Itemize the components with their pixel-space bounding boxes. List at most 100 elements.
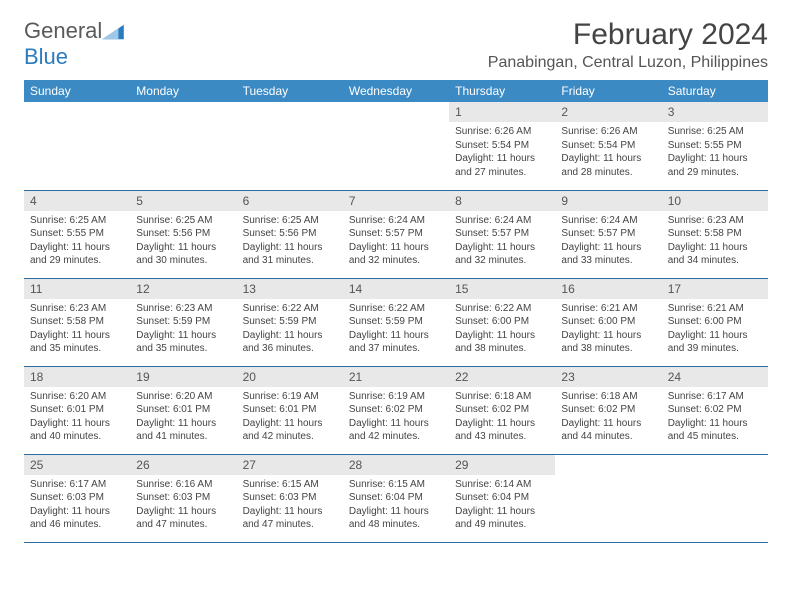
daylight-text: Daylight: 11 hours and 38 minutes. <box>455 329 549 356</box>
calendar-empty-cell <box>237 102 343 190</box>
sunset-text: Sunset: 6:01 PM <box>243 403 337 417</box>
daylight-text: Daylight: 11 hours and 44 minutes. <box>561 417 655 444</box>
day-detail: Sunrise: 6:21 AMSunset: 6:00 PMDaylight:… <box>662 299 768 362</box>
day-number: 11 <box>24 279 130 299</box>
calendar-week-row: 4Sunrise: 6:25 AMSunset: 5:55 PMDaylight… <box>24 190 768 278</box>
day-number: 17 <box>662 279 768 299</box>
sunset-text: Sunset: 5:57 PM <box>561 227 655 241</box>
sunset-text: Sunset: 6:03 PM <box>136 491 230 505</box>
daylight-text: Daylight: 11 hours and 33 minutes. <box>561 241 655 268</box>
day-detail: Sunrise: 6:22 AMSunset: 5:59 PMDaylight:… <box>237 299 343 362</box>
day-number: 24 <box>662 367 768 387</box>
day-number: 15 <box>449 279 555 299</box>
calendar-day-cell: 22Sunrise: 6:18 AMSunset: 6:02 PMDayligh… <box>449 366 555 454</box>
sunrise-text: Sunrise: 6:21 AM <box>668 302 762 316</box>
title-block: February 2024 Panabingan, Central Luzon,… <box>488 18 768 72</box>
sunrise-text: Sunrise: 6:20 AM <box>30 390 124 404</box>
day-detail: Sunrise: 6:24 AMSunset: 5:57 PMDaylight:… <box>555 211 661 274</box>
sunset-text: Sunset: 6:04 PM <box>455 491 549 505</box>
day-detail: Sunrise: 6:25 AMSunset: 5:56 PMDaylight:… <box>237 211 343 274</box>
sunset-text: Sunset: 5:58 PM <box>30 315 124 329</box>
daylight-text: Daylight: 11 hours and 29 minutes. <box>668 152 762 179</box>
daylight-text: Daylight: 11 hours and 40 minutes. <box>30 417 124 444</box>
sunset-text: Sunset: 5:58 PM <box>668 227 762 241</box>
calendar-week-row: 1Sunrise: 6:26 AMSunset: 5:54 PMDaylight… <box>24 102 768 190</box>
sunrise-text: Sunrise: 6:15 AM <box>243 478 337 492</box>
day-number: 10 <box>662 191 768 211</box>
sunset-text: Sunset: 5:59 PM <box>243 315 337 329</box>
sunset-text: Sunset: 5:55 PM <box>668 139 762 153</box>
weekday-header: Thursday <box>449 80 555 102</box>
day-detail: Sunrise: 6:15 AMSunset: 6:04 PMDaylight:… <box>343 475 449 538</box>
calendar-day-cell: 19Sunrise: 6:20 AMSunset: 6:01 PMDayligh… <box>130 366 236 454</box>
sunset-text: Sunset: 5:56 PM <box>136 227 230 241</box>
sunset-text: Sunset: 5:54 PM <box>561 139 655 153</box>
sunrise-text: Sunrise: 6:17 AM <box>30 478 124 492</box>
day-detail: Sunrise: 6:23 AMSunset: 5:58 PMDaylight:… <box>662 211 768 274</box>
sunrise-text: Sunrise: 6:25 AM <box>30 214 124 228</box>
day-detail: Sunrise: 6:26 AMSunset: 5:54 PMDaylight:… <box>555 122 661 185</box>
day-number: 22 <box>449 367 555 387</box>
weekday-row: SundayMondayTuesdayWednesdayThursdayFrid… <box>24 80 768 102</box>
calendar-day-cell: 21Sunrise: 6:19 AMSunset: 6:02 PMDayligh… <box>343 366 449 454</box>
calendar-day-cell: 16Sunrise: 6:21 AMSunset: 6:00 PMDayligh… <box>555 278 661 366</box>
sunset-text: Sunset: 6:01 PM <box>136 403 230 417</box>
day-number: 20 <box>237 367 343 387</box>
day-detail: Sunrise: 6:26 AMSunset: 5:54 PMDaylight:… <box>449 122 555 185</box>
location-subtitle: Panabingan, Central Luzon, Philippines <box>488 54 768 72</box>
sunset-text: Sunset: 5:57 PM <box>349 227 443 241</box>
sunrise-text: Sunrise: 6:25 AM <box>668 125 762 139</box>
day-number: 16 <box>555 279 661 299</box>
calendar-day-cell: 18Sunrise: 6:20 AMSunset: 6:01 PMDayligh… <box>24 366 130 454</box>
daylight-text: Daylight: 11 hours and 39 minutes. <box>668 329 762 356</box>
calendar-table: SundayMondayTuesdayWednesdayThursdayFrid… <box>24 80 768 543</box>
sunset-text: Sunset: 6:00 PM <box>455 315 549 329</box>
calendar-empty-cell <box>662 454 768 542</box>
day-detail: Sunrise: 6:16 AMSunset: 6:03 PMDaylight:… <box>130 475 236 538</box>
sunset-text: Sunset: 5:54 PM <box>455 139 549 153</box>
sunrise-text: Sunrise: 6:19 AM <box>243 390 337 404</box>
calendar-day-cell: 12Sunrise: 6:23 AMSunset: 5:59 PMDayligh… <box>130 278 236 366</box>
daylight-text: Daylight: 11 hours and 36 minutes. <box>243 329 337 356</box>
weekday-header: Sunday <box>24 80 130 102</box>
calendar-day-cell: 10Sunrise: 6:23 AMSunset: 5:58 PMDayligh… <box>662 190 768 278</box>
sunrise-text: Sunrise: 6:14 AM <box>455 478 549 492</box>
day-detail: Sunrise: 6:19 AMSunset: 6:01 PMDaylight:… <box>237 387 343 450</box>
day-detail: Sunrise: 6:20 AMSunset: 6:01 PMDaylight:… <box>130 387 236 450</box>
day-detail: Sunrise: 6:24 AMSunset: 5:57 PMDaylight:… <box>449 211 555 274</box>
header: General Blue February 2024 Panabingan, C… <box>24 18 768 72</box>
day-number: 4 <box>24 191 130 211</box>
day-detail: Sunrise: 6:19 AMSunset: 6:02 PMDaylight:… <box>343 387 449 450</box>
calendar-empty-cell <box>555 454 661 542</box>
sunset-text: Sunset: 5:59 PM <box>349 315 443 329</box>
sunset-text: Sunset: 5:59 PM <box>136 315 230 329</box>
daylight-text: Daylight: 11 hours and 45 minutes. <box>668 417 762 444</box>
sunset-text: Sunset: 5:56 PM <box>243 227 337 241</box>
day-number: 3 <box>662 102 768 122</box>
sunset-text: Sunset: 6:02 PM <box>455 403 549 417</box>
day-number: 5 <box>130 191 236 211</box>
calendar-empty-cell <box>343 102 449 190</box>
weekday-header: Wednesday <box>343 80 449 102</box>
daylight-text: Daylight: 11 hours and 42 minutes. <box>243 417 337 444</box>
day-number: 2 <box>555 102 661 122</box>
sunrise-text: Sunrise: 6:18 AM <box>561 390 655 404</box>
sunrise-text: Sunrise: 6:24 AM <box>349 214 443 228</box>
daylight-text: Daylight: 11 hours and 43 minutes. <box>455 417 549 444</box>
sunset-text: Sunset: 6:00 PM <box>668 315 762 329</box>
day-number: 29 <box>449 455 555 475</box>
sunset-text: Sunset: 6:01 PM <box>30 403 124 417</box>
daylight-text: Daylight: 11 hours and 29 minutes. <box>30 241 124 268</box>
logo-triangle-icon <box>102 23 124 41</box>
daylight-text: Daylight: 11 hours and 27 minutes. <box>455 152 549 179</box>
brand-logo: General Blue <box>24 18 124 70</box>
day-number: 27 <box>237 455 343 475</box>
sunrise-text: Sunrise: 6:23 AM <box>668 214 762 228</box>
sunrise-text: Sunrise: 6:19 AM <box>349 390 443 404</box>
sunset-text: Sunset: 6:04 PM <box>349 491 443 505</box>
day-number: 9 <box>555 191 661 211</box>
day-detail: Sunrise: 6:22 AMSunset: 5:59 PMDaylight:… <box>343 299 449 362</box>
day-detail: Sunrise: 6:22 AMSunset: 6:00 PMDaylight:… <box>449 299 555 362</box>
calendar-body: 1Sunrise: 6:26 AMSunset: 5:54 PMDaylight… <box>24 102 768 542</box>
calendar-day-cell: 11Sunrise: 6:23 AMSunset: 5:58 PMDayligh… <box>24 278 130 366</box>
